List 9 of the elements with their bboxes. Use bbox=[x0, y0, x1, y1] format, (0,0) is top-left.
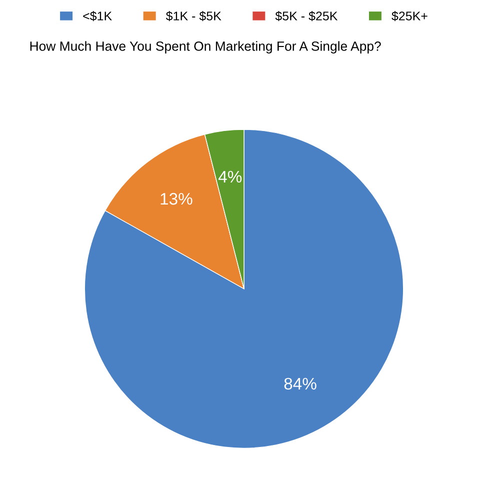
legend-label: $25K+ bbox=[392, 11, 428, 22]
data-label: 13% bbox=[160, 192, 192, 205]
legend-label: <$1K bbox=[83, 11, 112, 22]
data-label: 84% bbox=[284, 378, 316, 390]
data-label: 4% bbox=[218, 170, 242, 183]
pie-slice bbox=[84, 129, 404, 449]
text: How Much Have You Spent On Marketing For A Single App? bbox=[30, 41, 381, 54]
legend-label: $1K - $5K bbox=[166, 11, 222, 22]
legend-label: $5K - $25K bbox=[275, 11, 338, 22]
